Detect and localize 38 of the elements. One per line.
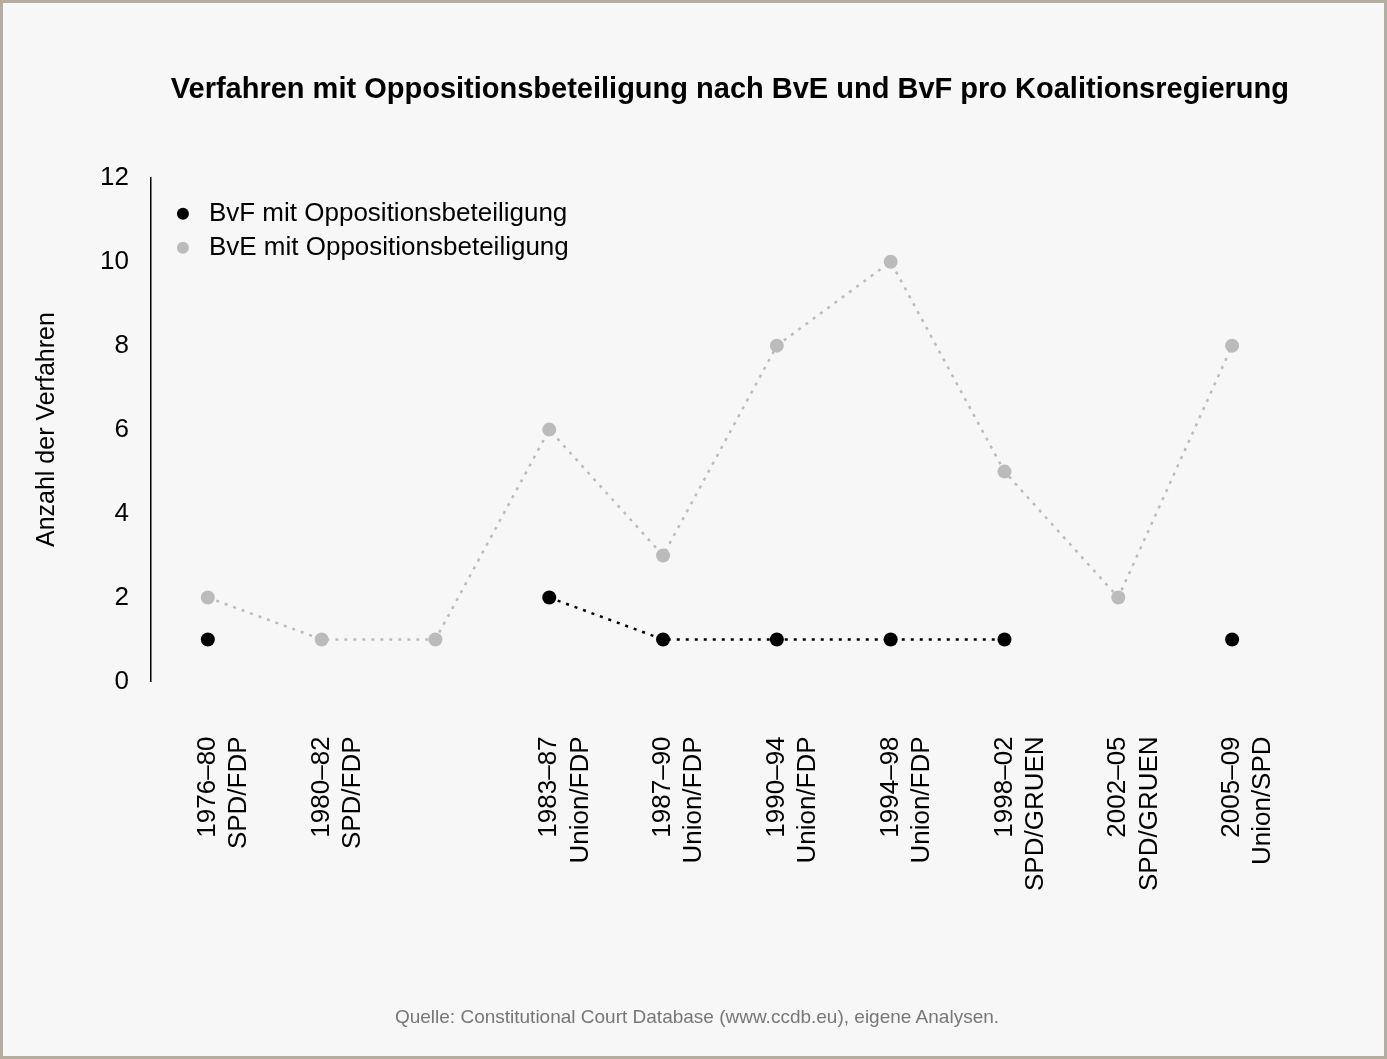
x-tick-label: 2005–09 Union/SPD	[1215, 736, 1277, 866]
y-tick-label: 0	[114, 664, 129, 695]
y-tick-label: 8	[114, 328, 129, 359]
y-tick-label: 10	[100, 244, 129, 275]
y-tick-label: 4	[114, 496, 129, 527]
point	[314, 632, 329, 647]
x-tick-label: 1976–80 SPD/FDP	[191, 736, 253, 850]
point	[1111, 590, 1126, 605]
point	[656, 548, 671, 563]
point	[997, 464, 1012, 479]
point	[769, 632, 784, 647]
chart-title: Verfahren mit Oppositionsbeteiligung nach BvE und BvF pro Koalitionsregierung	[170, 72, 1289, 105]
point	[656, 632, 671, 647]
y-axis-title: Anzahl der Verfahren	[30, 312, 59, 548]
point	[1225, 338, 1240, 353]
x-tick-label: 1994–98 Union/FDP	[873, 736, 936, 864]
x-tick-label: 1983–87 Union/FDP	[532, 736, 594, 864]
x-tick-label: 1990–94 Union/FDP	[760, 736, 822, 864]
legend-label: BvE mit Oppositionsbeteiligung	[208, 230, 569, 261]
y-tick-label: 6	[114, 412, 129, 443]
y-tick-label: 12	[100, 160, 129, 191]
x-tick-label: 1987–90 Union/FDP	[646, 736, 708, 864]
point	[997, 632, 1012, 647]
point	[1225, 632, 1240, 647]
x-tick-label: 2002–05 SPD/GRUEN	[1101, 736, 1163, 891]
point	[200, 590, 215, 605]
x-tick-label: 1980–82 SPD/FDP	[304, 736, 366, 850]
point	[769, 338, 784, 353]
point	[200, 632, 215, 647]
point	[542, 590, 557, 605]
legend-label: BvF mit Oppositionsbeteiligung	[208, 196, 568, 227]
y-tick-label: 2	[114, 580, 129, 611]
point	[428, 632, 443, 647]
point	[542, 422, 557, 437]
x-tick-label: 1998–02 SPD/GRUEN	[987, 736, 1049, 891]
point	[883, 632, 898, 647]
source-note: Quelle: Constitutional Court Database (www.ccdb.eu), eigene Analysen.	[394, 1006, 1000, 1028]
point	[883, 254, 898, 269]
